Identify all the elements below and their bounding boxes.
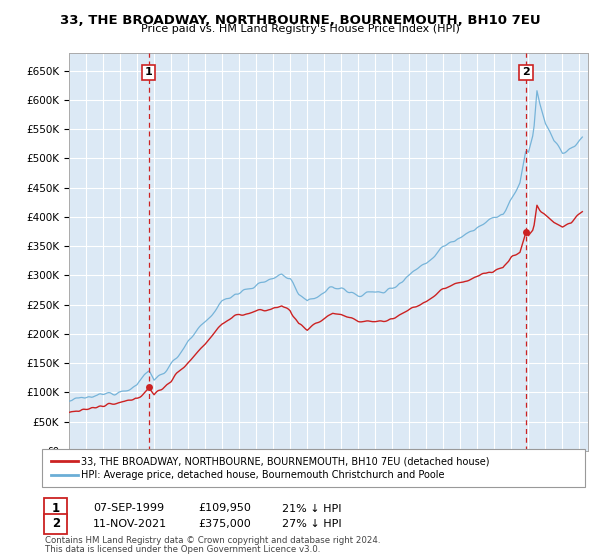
Text: Price paid vs. HM Land Registry's House Price Index (HPI): Price paid vs. HM Land Registry's House …	[140, 24, 460, 34]
Text: 1: 1	[52, 502, 60, 515]
Text: 27% ↓ HPI: 27% ↓ HPI	[282, 519, 341, 529]
Point	[144, 382, 154, 391]
Text: Contains HM Land Registry data © Crown copyright and database right 2024.: Contains HM Land Registry data © Crown c…	[45, 536, 380, 545]
Text: HPI: Average price, detached house, Bournemouth Christchurch and Poole: HPI: Average price, detached house, Bour…	[81, 470, 445, 480]
Text: 1: 1	[145, 68, 152, 77]
Text: 11-NOV-2021: 11-NOV-2021	[93, 519, 167, 529]
Point	[521, 227, 531, 236]
Text: £109,950: £109,950	[198, 503, 251, 514]
Text: 33, THE BROADWAY, NORTHBOURNE, BOURNEMOUTH, BH10 7EU: 33, THE BROADWAY, NORTHBOURNE, BOURNEMOU…	[59, 14, 541, 27]
Text: 21% ↓ HPI: 21% ↓ HPI	[282, 503, 341, 514]
Text: 33, THE BROADWAY, NORTHBOURNE, BOURNEMOUTH, BH10 7EU (detached house): 33, THE BROADWAY, NORTHBOURNE, BOURNEMOU…	[81, 456, 490, 466]
Text: This data is licensed under the Open Government Licence v3.0.: This data is licensed under the Open Gov…	[45, 545, 320, 554]
Text: 2: 2	[52, 517, 60, 530]
Text: £375,000: £375,000	[198, 519, 251, 529]
Text: 07-SEP-1999: 07-SEP-1999	[93, 503, 164, 514]
Text: 2: 2	[522, 68, 530, 77]
